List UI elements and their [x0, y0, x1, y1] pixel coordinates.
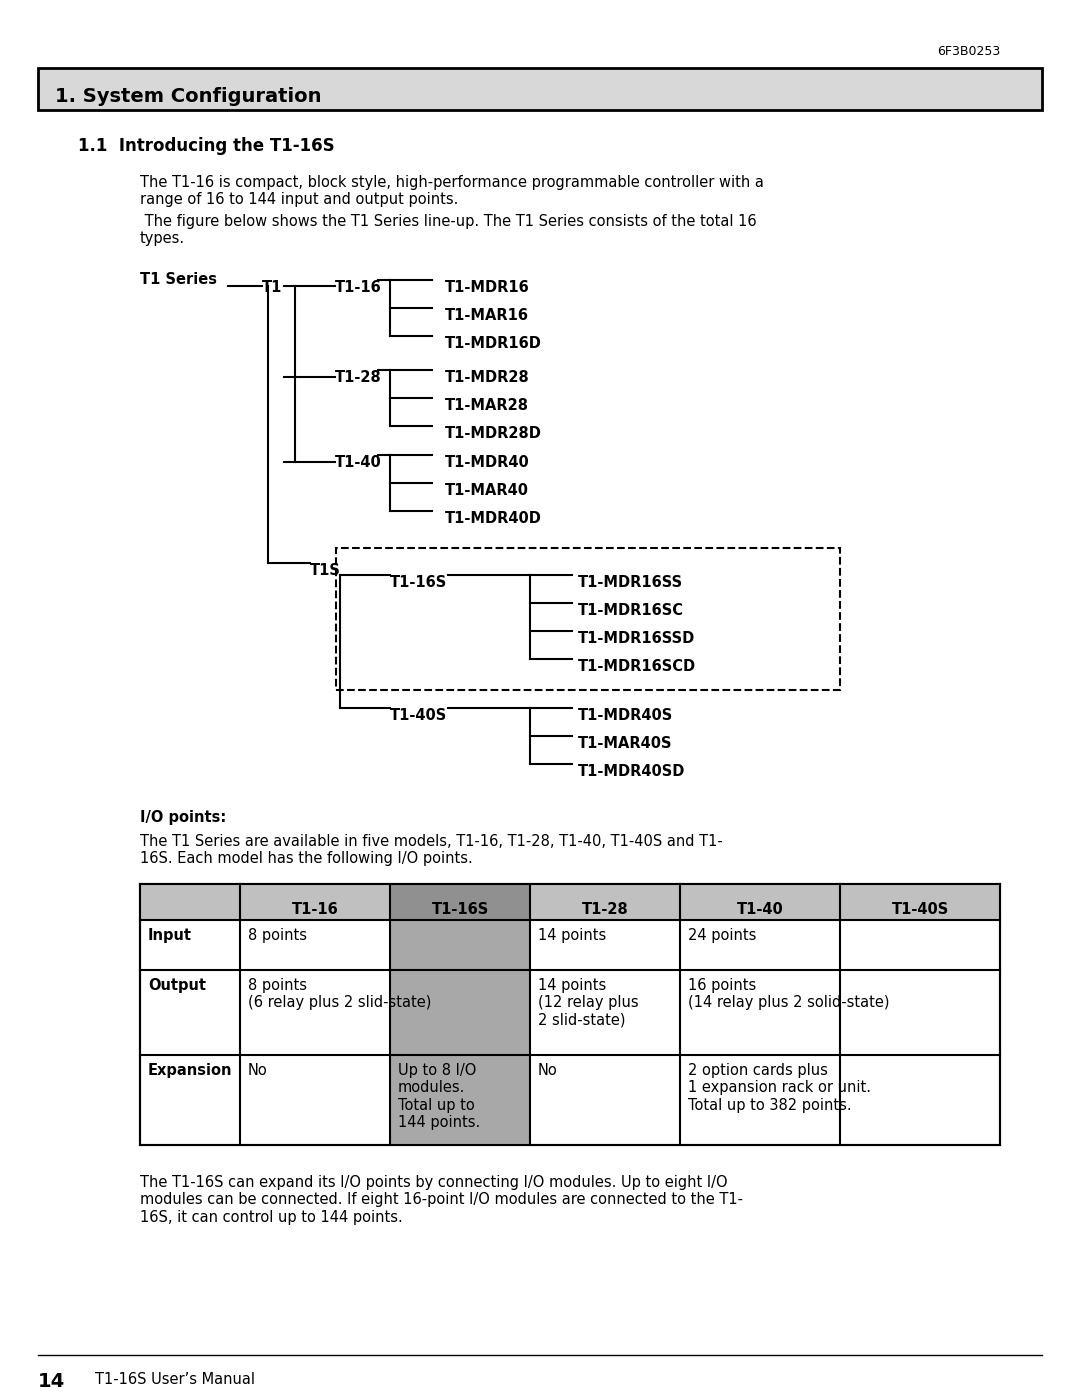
Text: No: No [248, 1063, 268, 1078]
Text: T1-MAR40S: T1-MAR40S [578, 736, 673, 752]
Text: T1-MDR16SC: T1-MDR16SC [578, 604, 684, 617]
Text: 16 points
(14 relay plus 2 solid-state): 16 points (14 relay plus 2 solid-state) [688, 978, 890, 1010]
Text: T1-16S: T1-16S [431, 902, 488, 918]
Text: Up to 8 I/O
modules.
Total up to
144 points.: Up to 8 I/O modules. Total up to 144 poi… [399, 1063, 481, 1130]
Text: No: No [538, 1063, 557, 1078]
Text: 1. System Configuration: 1. System Configuration [55, 87, 322, 106]
Bar [390, 884, 530, 1146]
Bar [530, 884, 680, 921]
Text: T1-40: T1-40 [335, 455, 381, 469]
Bar [38, 68, 1042, 110]
Text: 8 points: 8 points [248, 928, 307, 943]
Text: Expansion: Expansion [148, 1063, 232, 1078]
Text: T1-MAR16: T1-MAR16 [445, 307, 529, 323]
Text: T1 Series: T1 Series [140, 272, 217, 286]
Bar [680, 884, 840, 921]
Text: T1S: T1S [310, 563, 341, 578]
Text: Input: Input [148, 928, 192, 943]
Text: T1-MDR40: T1-MDR40 [445, 455, 530, 469]
Text: The T1-16 is compact, block style, high-performance programmable controller with: The T1-16 is compact, block style, high-… [140, 175, 764, 207]
Bar [336, 548, 840, 690]
Text: 6F3B0253: 6F3B0253 [936, 45, 1000, 59]
Text: T1-16: T1-16 [292, 902, 338, 918]
Text: T1-28: T1-28 [335, 370, 381, 386]
Bar [140, 884, 1000, 1146]
Text: T1-40S: T1-40S [891, 902, 948, 918]
Text: 1.1  Introducing the T1-16S: 1.1 Introducing the T1-16S [78, 137, 335, 155]
Text: 14 points
(12 relay plus
2 slid-state): 14 points (12 relay plus 2 slid-state) [538, 978, 638, 1028]
Text: I/O points:: I/O points: [140, 810, 226, 826]
Text: The T1 Series are available in five models, T1-16, T1-28, T1-40, T1-40S and T1-
: The T1 Series are available in five mode… [140, 834, 723, 866]
Text: 14 points: 14 points [538, 928, 606, 943]
Text: 8 points
(6 relay plus 2 slid-state): 8 points (6 relay plus 2 slid-state) [248, 978, 431, 1010]
Text: T1-MAR28: T1-MAR28 [445, 398, 529, 414]
Text: T1-16: T1-16 [335, 279, 381, 295]
Bar [390, 884, 530, 921]
Text: 24 points: 24 points [688, 928, 756, 943]
Text: T1-40: T1-40 [737, 902, 783, 918]
Text: T1-MDR28D: T1-MDR28D [445, 426, 542, 441]
Text: Output: Output [148, 978, 206, 993]
Text: T1-MDR16SCD: T1-MDR16SCD [578, 659, 697, 673]
Text: T1-28: T1-28 [582, 902, 629, 918]
Text: The figure below shows the T1 Series line-up. The T1 Series consists of the tota: The figure below shows the T1 Series lin… [140, 214, 757, 246]
Text: T1-40S: T1-40S [390, 708, 447, 724]
Text: T1-MAR40: T1-MAR40 [445, 483, 529, 497]
Text: T1: T1 [262, 279, 282, 295]
Text: T1-16S User’s Manual: T1-16S User’s Manual [95, 1372, 255, 1387]
Text: T1-MDR16D: T1-MDR16D [445, 337, 542, 351]
Text: T1-MDR40S: T1-MDR40S [578, 708, 673, 724]
Text: T1-MDR16SS: T1-MDR16SS [578, 576, 684, 590]
Text: T1-MDR40SD: T1-MDR40SD [578, 764, 686, 780]
Text: T1-MDR16SSD: T1-MDR16SSD [578, 631, 696, 645]
Text: T1-MDR40D: T1-MDR40D [445, 511, 542, 527]
Text: T1-16S: T1-16S [390, 576, 447, 590]
Text: T1-MDR16: T1-MDR16 [445, 279, 530, 295]
Bar [240, 884, 390, 921]
Bar [140, 884, 240, 921]
Text: 2 option cards plus
1 expansion rack or unit.
Total up to 382 points.: 2 option cards plus 1 expansion rack or … [688, 1063, 870, 1113]
Text: The T1-16S can expand its I/O points by connecting I/O modules. Up to eight I/O
: The T1-16S can expand its I/O points by … [140, 1175, 743, 1225]
Text: T1-MDR28: T1-MDR28 [445, 370, 530, 386]
Text: 14: 14 [38, 1372, 65, 1391]
Bar [840, 884, 1000, 921]
